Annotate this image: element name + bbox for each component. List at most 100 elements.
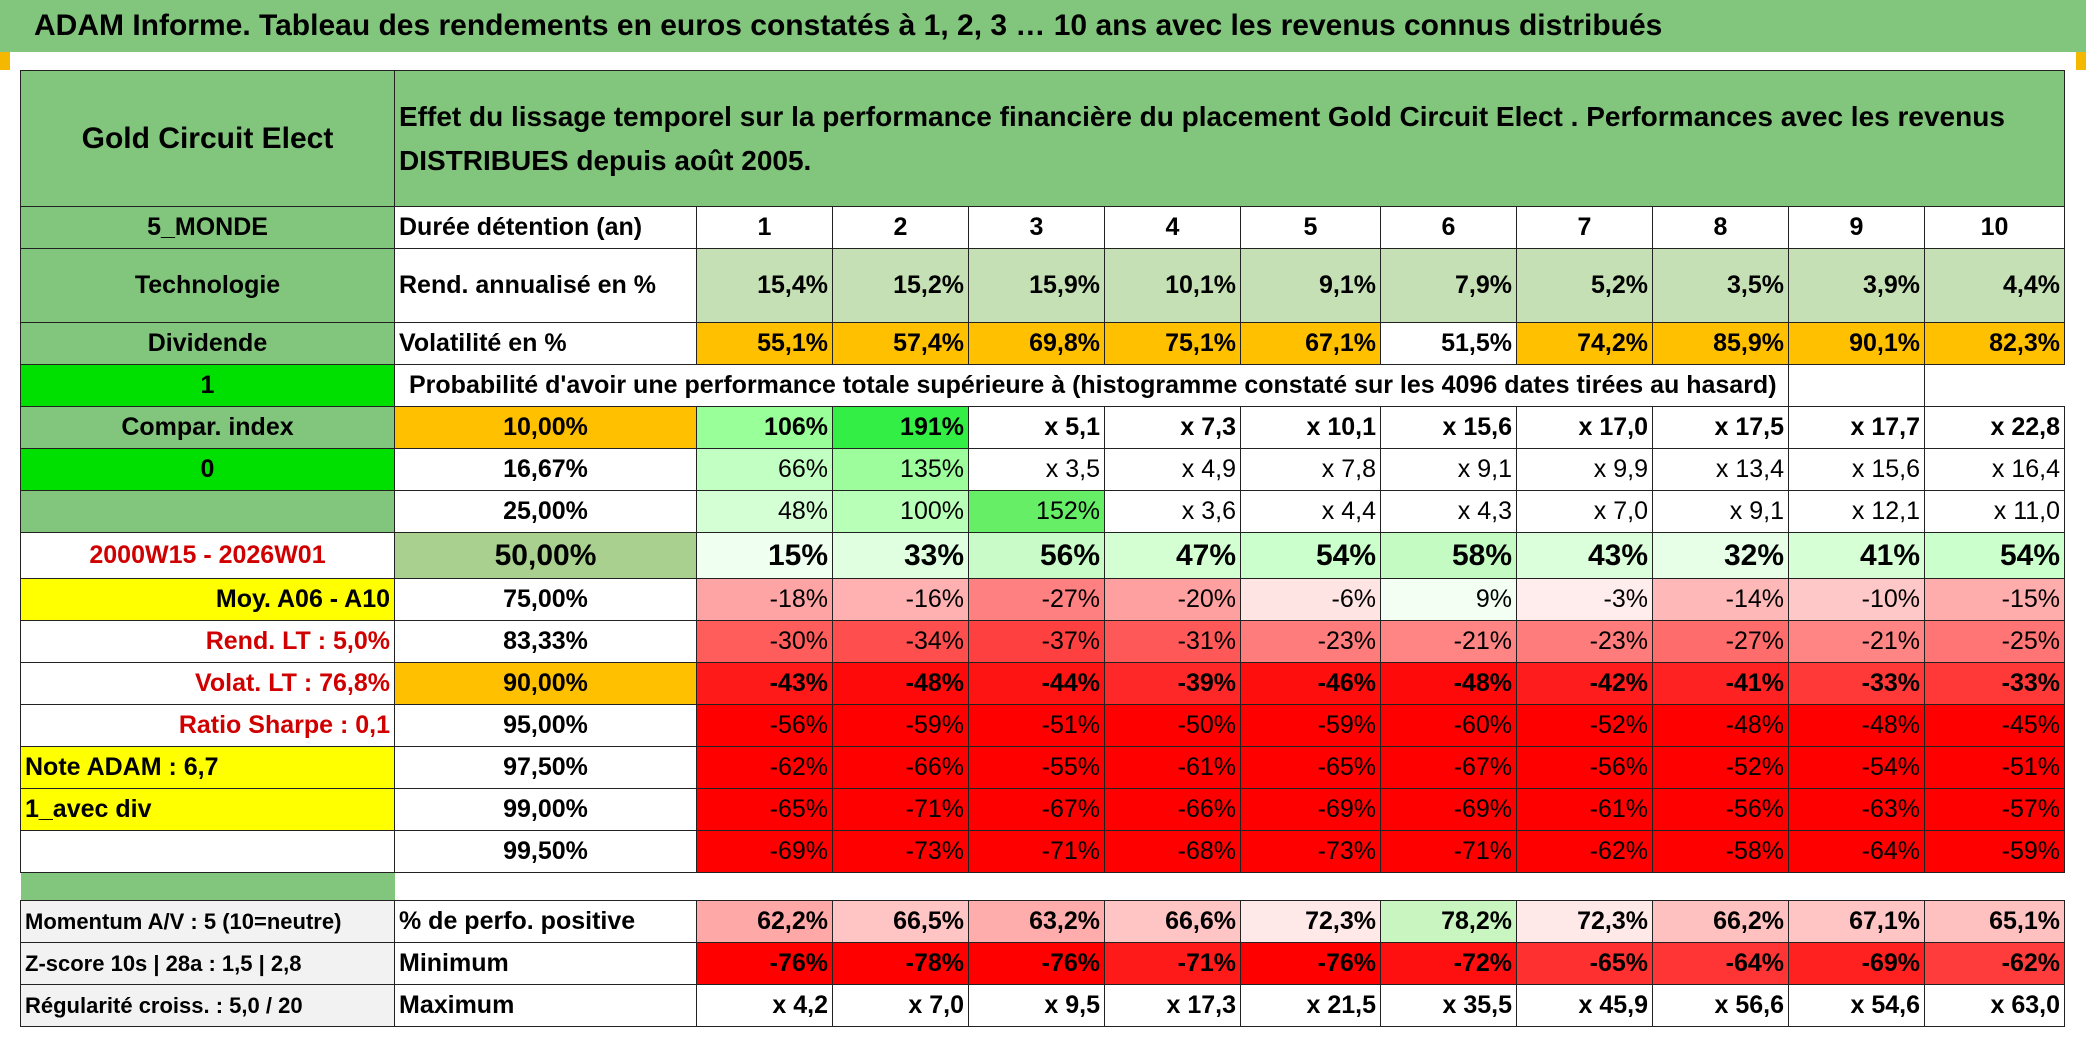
maximum-label: Maximum (394, 984, 697, 1027)
probability-value-cell: -61% (1104, 746, 1241, 789)
minimum-cell: -76% (1240, 942, 1381, 985)
year-header-2: 2 (832, 206, 969, 249)
fund-name: Gold Circuit Elect (20, 70, 395, 207)
maximum-cell: x 9,5 (968, 984, 1105, 1027)
zscore-label: Z-score 10s | 28a : 1,5 | 2,8 (20, 942, 395, 985)
probability-value-cell: 48% (696, 490, 833, 533)
annual-return-label: Rend. annualisé en % (394, 248, 697, 323)
momentum-label: Momentum A/V : 5 (10=neutre) (20, 900, 395, 943)
probability-value-cell: x 9,1 (1380, 448, 1517, 491)
probability-threshold: 95,00% (394, 704, 697, 747)
duration-label: Durée détention (an) (394, 206, 697, 249)
annual-return-cell: 10,1% (1104, 248, 1241, 323)
probability-value-cell: x 3,6 (1104, 490, 1241, 533)
probability-value-cell: 41% (1788, 532, 1925, 579)
probability-row: 0 16,67% 66% 135% x 3,5 x 4,9 x 7,8 x 9,1 x 9,9 x… (20, 448, 2065, 491)
probability-value-cell: -69% (696, 830, 833, 873)
header-description: Effet du lissage temporel sur la perform… (394, 70, 2065, 207)
probability-value-cell: -27% (1652, 620, 1789, 663)
probability-row: 2000W15 - 2026W01 50,00% 15% 33% 56% 47% 54% 58… (20, 532, 2065, 579)
probability-value-cell: -65% (1240, 746, 1381, 789)
probability-value-cell: 100% (832, 490, 969, 533)
probability-row: Ratio Sharpe : 0,1 95,00% -56% -59% -51% -50%… (20, 704, 2065, 747)
probability-value-cell: x 7,8 (1240, 448, 1381, 491)
volatility-cell: 85,9% (1652, 322, 1789, 365)
probability-value-cell: -33% (1924, 662, 2065, 705)
probability-threshold: 97,50% (394, 746, 697, 789)
probability-value-cell: -21% (1380, 620, 1517, 663)
year-header-6: 6 (1380, 206, 1517, 249)
probability-value-cell: -42% (1516, 662, 1653, 705)
maximum-cell: x 35,5 (1380, 984, 1517, 1027)
probability-value-cell: x 7,3 (1104, 406, 1241, 449)
year-header-1: 1 (696, 206, 833, 249)
side-blank-cell (20, 490, 395, 533)
probability-value-cell: -54% (1788, 746, 1925, 789)
maximum-cell: x 21,5 (1240, 984, 1381, 1027)
corner-marker-right (2076, 52, 2086, 70)
probability-value-cell: -66% (1104, 788, 1241, 831)
probability-value-cell: -14% (1652, 578, 1789, 621)
positive-performance-cell: 63,2% (968, 900, 1105, 943)
probability-value-cell: -16% (832, 578, 969, 621)
probability-value-cell: 106% (696, 406, 833, 449)
probability-value-cell: -15% (1924, 578, 2065, 621)
year-header-4: 4 (1104, 206, 1241, 249)
probability-value-cell: -73% (1240, 830, 1381, 873)
probability-value-cell: x 17,0 (1516, 406, 1653, 449)
annual-return-cell: 7,9% (1380, 248, 1517, 323)
flag-zero: 0 (20, 448, 395, 491)
minimum-cell: -76% (968, 942, 1105, 985)
probability-value-cell: 32% (1652, 532, 1789, 579)
probability-value-cell: x 4,4 (1240, 490, 1381, 533)
probability-value-cell: 58% (1380, 532, 1517, 579)
maximum-cell: x 4,2 (696, 984, 833, 1027)
positive-performance-cell: 72,3% (1240, 900, 1381, 943)
probability-value-cell: -71% (832, 788, 969, 831)
probability-threshold: 16,67% (394, 448, 697, 491)
probability-value-cell: -30% (696, 620, 833, 663)
probability-value-cell: -23% (1516, 620, 1653, 663)
year-header-9: 9 (1788, 206, 1925, 249)
probability-value-cell: x 12,1 (1788, 490, 1925, 533)
probability-threshold: 90,00% (394, 662, 697, 705)
probability-row: Volat. LT : 76,8% 90,00% -43% -48% -44% -39% -… (20, 662, 2065, 705)
long-term-volatility-label: Volat. LT : 76,8% (20, 662, 395, 705)
probability-value-cell: -52% (1516, 704, 1653, 747)
positive-performance-row: Momentum A/V : 5 (10=neutre)% de perfo. … (20, 900, 2065, 943)
probability-value-cell: -71% (968, 830, 1105, 873)
probability-value-cell: -63% (1788, 788, 1925, 831)
volatility-cell: 51,5% (1380, 322, 1517, 365)
year-header-3: 3 (968, 206, 1105, 249)
probability-value-cell: -52% (1652, 746, 1789, 789)
volatility-row: Dividende Volatilité en % 55,1% 57,4% 69,8… (20, 322, 2065, 365)
empty-cell (1788, 364, 1925, 407)
year-header-5: 5 (1240, 206, 1381, 249)
probability-value-cell: -51% (968, 704, 1105, 747)
period-label: 2000W15 - 2026W01 (20, 532, 395, 579)
probability-value-cell: 43% (1516, 532, 1653, 579)
probability-value-cell: -31% (1104, 620, 1241, 663)
probability-value-cell: -67% (968, 788, 1105, 831)
probability-value-cell: x 22,8 (1924, 406, 2065, 449)
zone-label: 5_MONDE (20, 206, 395, 249)
report-title: ADAM Informe. Tableau des rendements en … (0, 0, 2086, 52)
probability-value-cell: -59% (1240, 704, 1381, 747)
probability-threshold: 83,33% (394, 620, 697, 663)
annual-return-cell: 15,9% (968, 248, 1105, 323)
probability-value-cell: -10% (1788, 578, 1925, 621)
probability-row: 1_avec div 99,00% -65% -71% -67% -66% -69% -69%… (20, 788, 2065, 831)
probability-row: Moy. A06 - A10 75,00% -18% -16% -27% -20% -6% 9… (20, 578, 2065, 621)
minimum-cell: -72% (1380, 942, 1517, 985)
probability-value-cell: -56% (1652, 788, 1789, 831)
probability-value-cell: -39% (1104, 662, 1241, 705)
annual-return-row: Technologie Rend. annualisé en % 15,4% 15… (20, 248, 2065, 323)
positive-performance-cell: 72,3% (1516, 900, 1653, 943)
maximum-cell: x 54,6 (1788, 984, 1925, 1027)
probability-title-row: 1 Probabilité d'avoir une performance to… (20, 364, 2065, 407)
probability-value-cell: -59% (1924, 830, 2065, 873)
probability-value-cell: x 5,1 (968, 406, 1105, 449)
probability-value-cell: 66% (696, 448, 833, 491)
probability-row: Note ADAM : 6,7 97,50% -62% -66% -55% -61% -65… (20, 746, 2065, 789)
income-label: Dividende (20, 322, 395, 365)
